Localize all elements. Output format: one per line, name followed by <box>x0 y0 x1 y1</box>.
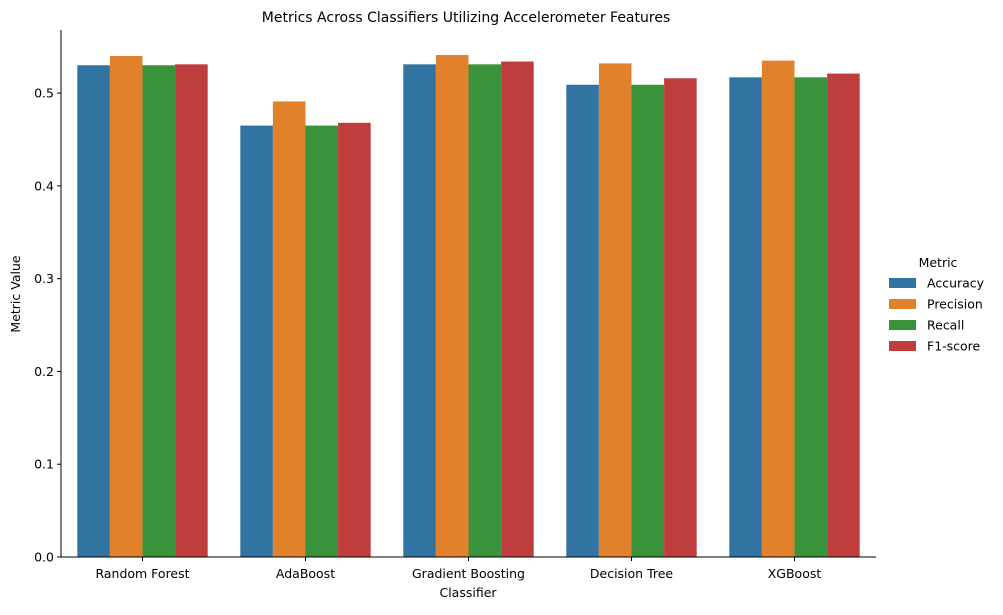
bar-precision-2 <box>435 55 469 557</box>
y-tick-label: 0.3 <box>34 271 54 286</box>
chart-title: Metrics Across Classifiers Utilizing Acc… <box>262 10 670 26</box>
legend-swatch <box>889 320 916 330</box>
bars-group <box>77 55 860 558</box>
legend-items: Accuracy Precision Recall F1-score <box>889 276 985 354</box>
legend-swatch <box>889 299 916 309</box>
y-ticks-group: 0.0 0.1 0.2 0.3 0.4 0.5 <box>34 86 61 565</box>
x-tick-label: Gradient Boosting <box>412 566 525 581</box>
x-tick-label: AdaBoost <box>276 566 335 581</box>
bar-f1-score-2 <box>501 61 534 557</box>
bar-recall-4 <box>794 77 828 557</box>
x-ticks-group: Random Forest AdaBoost Gradient Boosting De… <box>95 557 821 581</box>
bar-accuracy-1 <box>240 125 273 558</box>
legend-label: F1-score <box>927 339 981 354</box>
y-tick-label: 0.0 <box>34 550 54 565</box>
bar-recall-3 <box>631 84 665 557</box>
bar-precision-0 <box>109 55 143 557</box>
y-axis-label: Metric Value <box>8 255 23 332</box>
y-tick-label: 0.5 <box>34 86 54 101</box>
legend: Metric Accuracy Precision Recall F1-score <box>889 255 985 354</box>
bar-f1-score-1 <box>338 122 371 558</box>
bar-f1-score-0 <box>175 64 208 557</box>
bar-recall-0 <box>142 65 176 557</box>
bar-precision-1 <box>272 101 306 558</box>
legend-label: Precision <box>927 297 983 312</box>
legend-swatch <box>889 278 916 288</box>
legend-swatch <box>889 341 916 351</box>
bar-f1-score-3 <box>664 78 697 558</box>
bar-f1-score-4 <box>827 73 860 557</box>
bar-precision-4 <box>761 60 795 558</box>
bar-recall-1 <box>305 125 339 558</box>
bar-recall-2 <box>468 64 502 557</box>
legend-label: Accuracy <box>927 276 985 291</box>
x-tick-label: Random Forest <box>95 566 189 581</box>
bar-accuracy-3 <box>566 84 599 557</box>
bar-precision-3 <box>598 63 632 558</box>
x-axis-label: Classifier <box>439 585 497 600</box>
legend-title: Metric <box>919 255 958 270</box>
bar-accuracy-4 <box>729 77 762 557</box>
y-tick-label: 0.2 <box>34 364 54 379</box>
bar-accuracy-2 <box>403 64 436 557</box>
x-tick-label: Decision Tree <box>590 566 674 581</box>
y-tick-label: 0.4 <box>34 178 54 193</box>
x-tick-label: XGBoost <box>768 566 822 581</box>
y-tick-label: 0.1 <box>34 457 54 472</box>
legend-label: Recall <box>927 318 964 333</box>
bar-accuracy-0 <box>77 65 110 557</box>
